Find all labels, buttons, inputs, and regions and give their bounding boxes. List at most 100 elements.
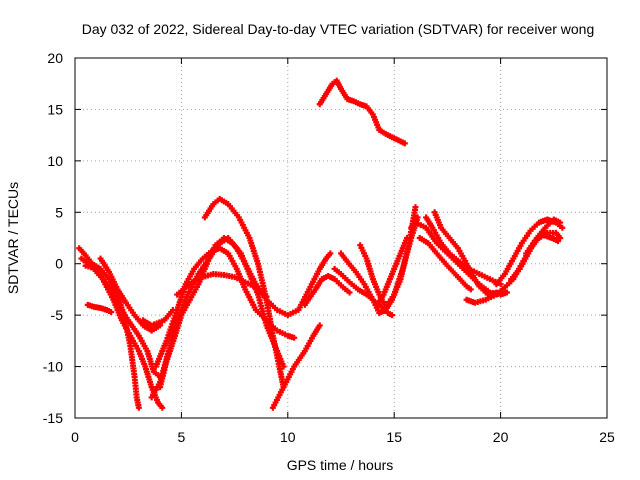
- data-point: [371, 113, 375, 117]
- data-point: [392, 293, 396, 297]
- data-point: [116, 301, 120, 305]
- data-point: [465, 284, 469, 288]
- data-point: [533, 239, 537, 243]
- data-point: [84, 264, 88, 268]
- data-point: [247, 272, 251, 276]
- x-tick-label: 15: [386, 429, 402, 445]
- data-point: [545, 217, 549, 221]
- series-s17: [357, 214, 421, 310]
- data-point: [84, 253, 88, 257]
- data-point: [409, 236, 413, 240]
- data-point: [226, 202, 230, 206]
- data-point: [107, 270, 111, 274]
- data-point: [143, 365, 147, 369]
- data-point: [230, 241, 234, 245]
- series-s13: [301, 273, 353, 308]
- data-point: [254, 285, 258, 289]
- data-point: [152, 370, 156, 374]
- data-point: [448, 236, 452, 240]
- data-point: [237, 215, 241, 219]
- data-point: [503, 285, 507, 289]
- data-point: [265, 323, 269, 327]
- data-point: [292, 365, 296, 369]
- data-point: [275, 329, 279, 333]
- data-point: [339, 251, 343, 255]
- series-s11: [201, 195, 287, 391]
- data-point: [345, 260, 349, 264]
- data-point: [379, 305, 383, 309]
- data-point: [196, 282, 200, 286]
- data-point: [205, 262, 209, 266]
- data-point: [137, 334, 141, 338]
- data-point: [179, 313, 183, 317]
- data-point: [445, 264, 449, 268]
- data-point: [386, 311, 390, 315]
- data-point: [137, 349, 141, 353]
- data-point: [265, 298, 269, 302]
- data-point: [160, 406, 164, 410]
- data-point: [433, 210, 437, 214]
- data-point: [358, 243, 362, 247]
- data-point: [386, 133, 390, 137]
- axis-ticks: 0 5 10 15 20 25 -15 -10 -5 0 5 10 15 20: [43, 50, 615, 445]
- y-tick-label: -15: [43, 410, 63, 426]
- data-point: [465, 262, 469, 266]
- data-point: [556, 239, 560, 243]
- data-point: [141, 318, 145, 322]
- data-point: [541, 233, 545, 237]
- data-point: [192, 267, 196, 271]
- data-point: [448, 251, 452, 255]
- data-point: [494, 293, 498, 297]
- data-point: [235, 267, 239, 271]
- data-point: [282, 365, 286, 369]
- series-s3: [82, 262, 164, 380]
- data-point: [201, 275, 205, 279]
- data-point: [99, 306, 103, 310]
- data-point: [409, 226, 413, 230]
- data-point: [558, 236, 562, 240]
- data-point: [105, 308, 109, 312]
- data-point: [377, 311, 381, 315]
- data-point: [158, 385, 162, 389]
- data-point: [175, 308, 179, 312]
- data-point: [365, 104, 369, 108]
- data-point: [486, 293, 490, 297]
- data-point: [439, 241, 443, 245]
- data-point: [524, 251, 528, 255]
- data-point: [435, 241, 439, 245]
- data-point: [211, 202, 215, 206]
- data-point: [505, 291, 509, 295]
- data-point: [171, 308, 175, 312]
- data-point: [543, 226, 547, 230]
- data-point: [165, 359, 169, 363]
- data-point: [345, 97, 349, 101]
- y-tick-label: 0: [55, 256, 63, 272]
- x-tick-label: 20: [493, 429, 509, 445]
- data-point: [92, 305, 96, 309]
- chart-title: Day 032 of 2022, Sidereal Day-to-day VTE…: [82, 21, 595, 37]
- data-point: [311, 334, 315, 338]
- data-point: [499, 282, 503, 286]
- data-point: [133, 375, 137, 379]
- data-point: [356, 287, 360, 291]
- data-point: [431, 226, 435, 230]
- data-point: [99, 257, 103, 261]
- data-point: [128, 334, 132, 338]
- data-point: [233, 275, 237, 279]
- data-point: [318, 323, 322, 327]
- plot-frame: [74, 57, 608, 419]
- data-point: [537, 221, 541, 225]
- data-point: [239, 251, 243, 255]
- series-s26: [523, 231, 562, 257]
- y-axis-label: SDTVAR / TECUs: [5, 182, 21, 294]
- data-point: [211, 272, 215, 276]
- data-point: [99, 267, 103, 271]
- data-point: [377, 293, 381, 297]
- data-point: [365, 257, 369, 261]
- data-point: [426, 241, 430, 245]
- y-tick-label: 20: [47, 50, 63, 66]
- data-point: [390, 313, 394, 317]
- data-point: [511, 257, 515, 261]
- data-point: [554, 231, 558, 235]
- data-point: [77, 246, 81, 250]
